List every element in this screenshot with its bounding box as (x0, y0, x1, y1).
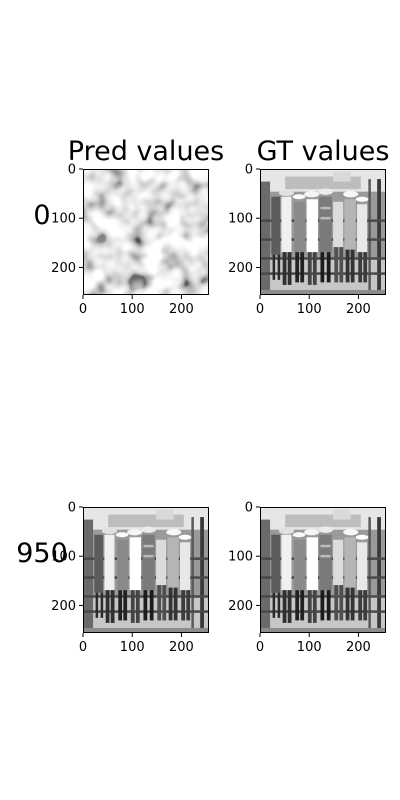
panel-photo: 0 100 200 0 100 200 (51, 501, 209, 655)
column-title: Pred values (68, 136, 224, 167)
x-tick-label: 200 (169, 302, 194, 317)
y-tick-label: 200 (228, 599, 253, 614)
x-tick-label: 100 (297, 302, 322, 317)
photo-image (83, 507, 209, 633)
axes-frame (83, 507, 209, 633)
x-tick-label: 200 (346, 640, 371, 655)
row-label: 0 (33, 200, 50, 231)
y-tick-label: 100 (228, 212, 253, 227)
y-tick-label: 100 (51, 550, 76, 565)
y-tick-label: 0 (245, 163, 253, 178)
panel-photo: 0 100 200 0 100 200 (228, 163, 386, 317)
y-tick-label: 200 (51, 599, 76, 614)
panel-noise: 0 100 200 0 100 200 (51, 163, 209, 317)
x-tick-label: 100 (297, 640, 322, 655)
photo-image (260, 507, 386, 633)
noise-image (83, 169, 209, 295)
row-label: 950 (16, 538, 68, 569)
axes-frame (260, 507, 386, 633)
x-tick-label: 200 (346, 302, 371, 317)
y-tick-label: 200 (228, 261, 253, 276)
axes-frame (260, 169, 386, 295)
x-tick-label: 0 (79, 640, 87, 655)
x-tick-label: 0 (256, 640, 264, 655)
y-tick-label: 100 (228, 550, 253, 565)
x-tick-label: 100 (120, 302, 145, 317)
photo-image (260, 169, 386, 295)
y-tick-label: 0 (68, 501, 76, 516)
y-tick-label: 0 (68, 163, 76, 178)
panel-photo: 0 100 200 0 100 200 (228, 501, 386, 655)
column-title: GT values (257, 136, 390, 167)
x-tick-label: 200 (169, 640, 194, 655)
x-tick-label: 0 (79, 302, 87, 317)
y-tick-label: 100 (51, 212, 76, 227)
y-tick-label: 200 (51, 261, 76, 276)
y-tick-label: 0 (245, 501, 253, 516)
x-tick-label: 100 (120, 640, 145, 655)
axes-frame (83, 169, 209, 295)
x-tick-label: 0 (256, 302, 264, 317)
